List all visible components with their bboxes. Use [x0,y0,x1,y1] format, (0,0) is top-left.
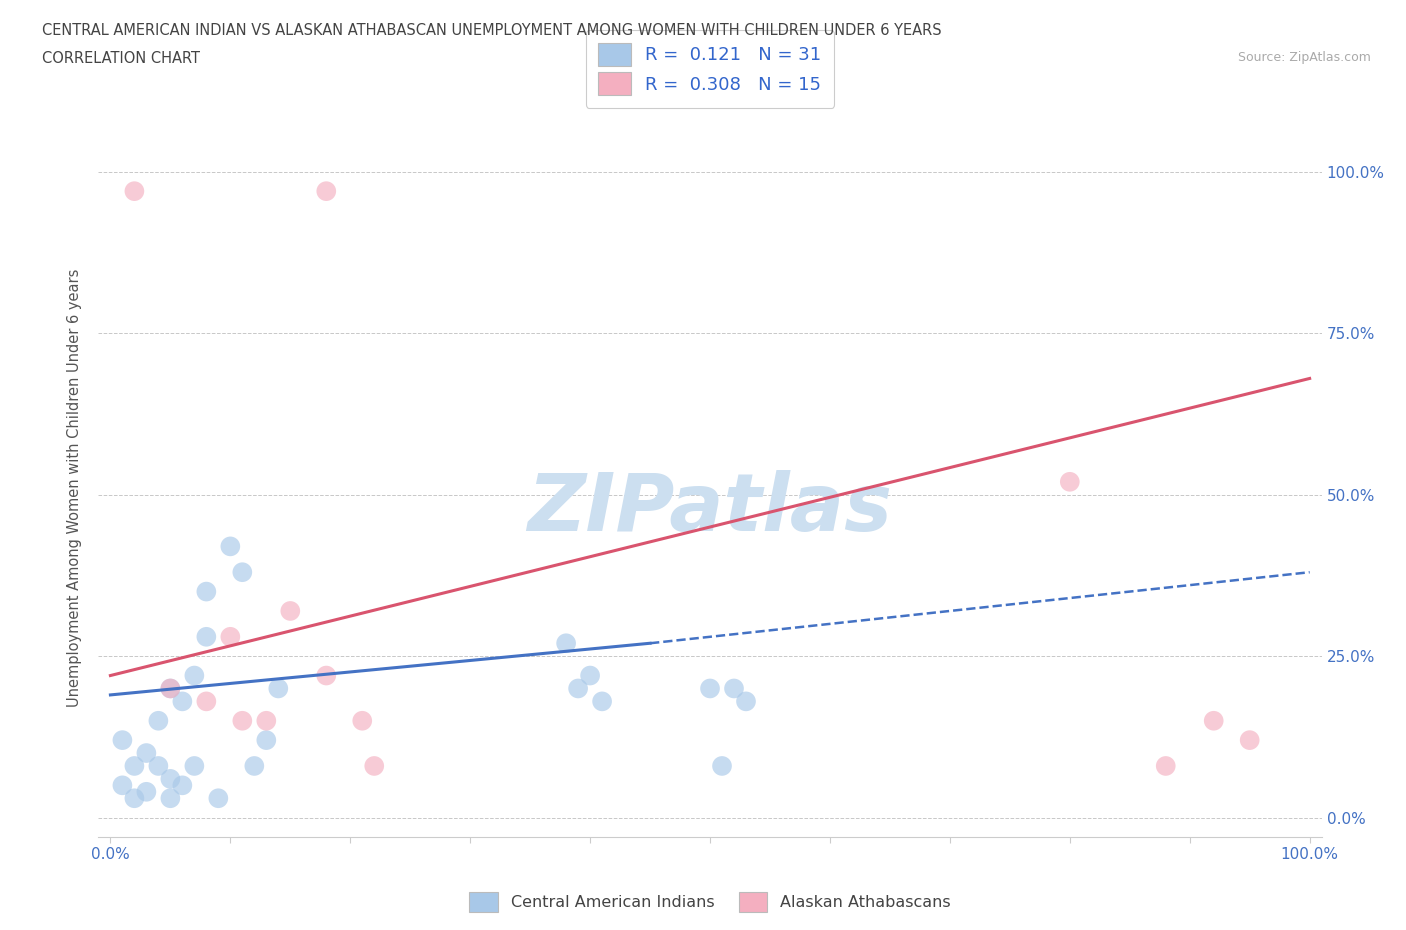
Point [231,565,253,579]
Point [111,733,134,748]
Point [1154,759,1177,774]
Point [254,713,277,728]
Point [195,694,218,709]
Text: CENTRAL AMERICAN INDIAN VS ALASKAN ATHABASCAN UNEMPLOYMENT AMONG WOMEN WITH CHIL: CENTRAL AMERICAN INDIAN VS ALASKAN ATHAB… [42,23,942,38]
Point [278,604,301,618]
Point [124,790,146,805]
Point [243,759,266,774]
Point [735,694,758,709]
Point [315,184,337,199]
Point [219,539,242,554]
Point [699,681,721,696]
Point [711,759,734,774]
Point [159,681,181,696]
Point [363,759,385,774]
Point [111,777,134,792]
Point [1202,713,1225,728]
Text: ZIPatlas: ZIPatlas [527,471,893,548]
Legend: Central American Indians, Alaskan Athabascans: Central American Indians, Alaskan Athaba… [461,884,959,920]
Point [183,668,205,683]
Point [172,694,194,709]
Point [124,759,146,774]
Point [148,713,170,728]
Point [1239,733,1261,748]
Point [159,681,181,696]
Point [195,584,218,599]
Point [207,790,229,805]
Point [723,681,745,696]
Point [591,694,613,709]
Y-axis label: Unemployment Among Women with Children Under 6 years: Unemployment Among Women with Children U… [67,269,83,708]
Point [135,784,157,799]
Point [254,733,277,748]
Point [555,636,578,651]
Point [148,759,170,774]
Point [567,681,589,696]
Point [135,746,157,761]
Point [231,713,253,728]
Text: Source: ZipAtlas.com: Source: ZipAtlas.com [1237,51,1371,64]
Point [172,777,194,792]
Point [352,713,374,728]
Point [124,184,146,199]
Point [159,790,181,805]
Text: CORRELATION CHART: CORRELATION CHART [42,51,200,66]
Point [267,681,290,696]
Point [579,668,602,683]
Point [1059,474,1081,489]
Point [219,630,242,644]
Point [195,630,218,644]
Point [315,668,337,683]
Point [183,759,205,774]
Point [159,772,181,787]
